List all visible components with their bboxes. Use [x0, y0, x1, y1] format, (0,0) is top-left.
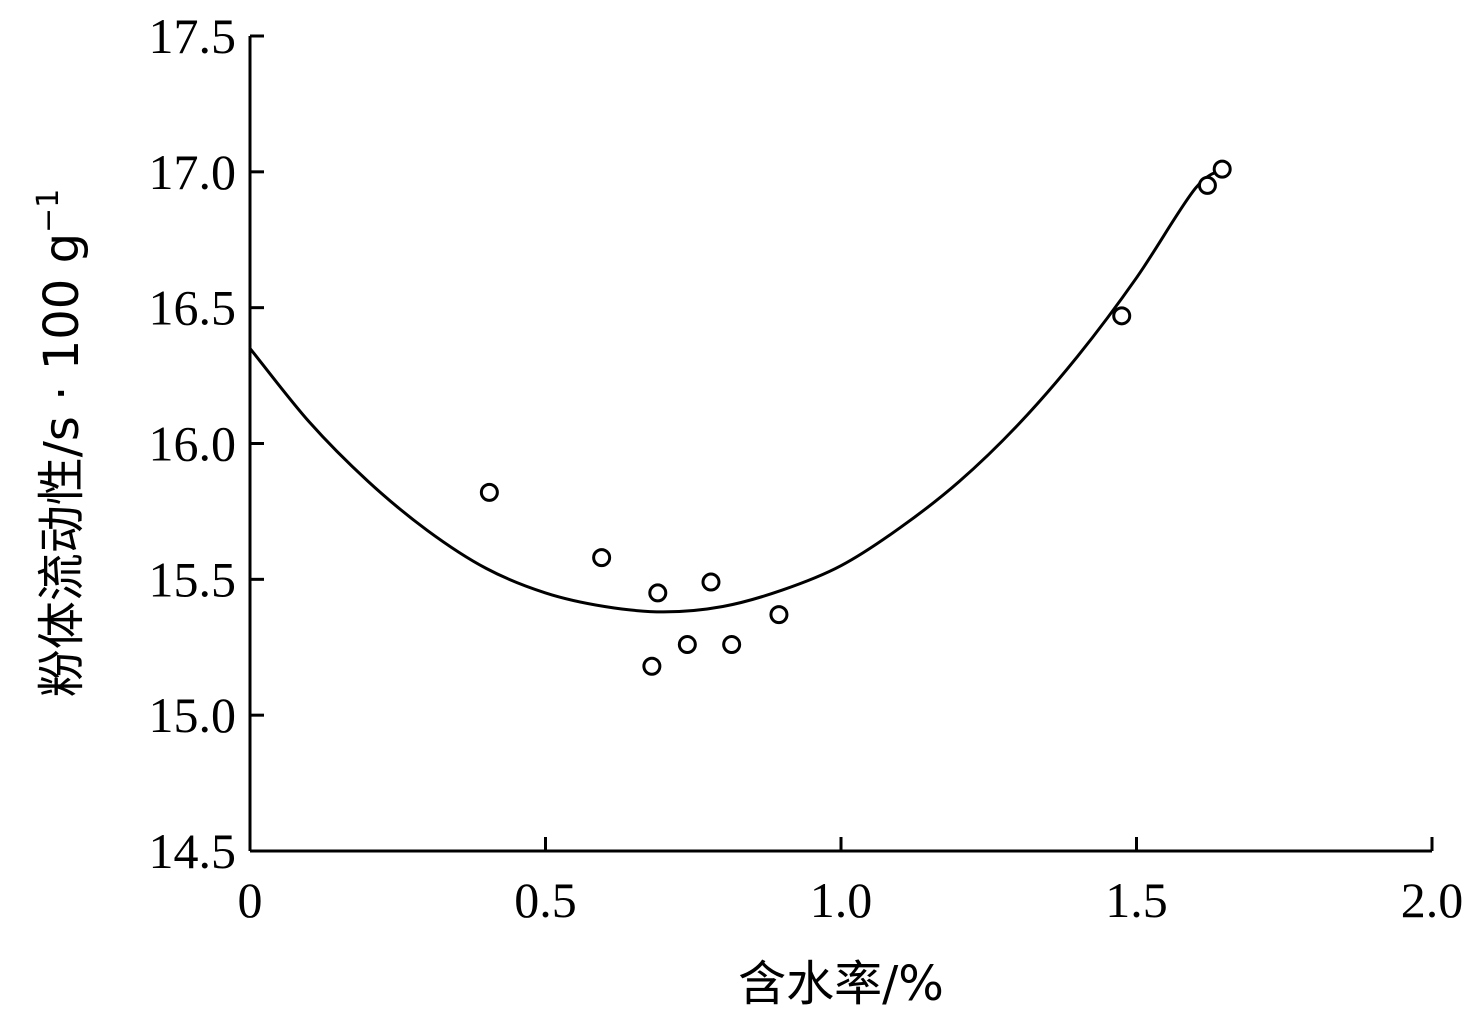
data-points — [479, 159, 1232, 676]
y-axis-title-superscript: −1 — [31, 189, 66, 233]
axes — [248, 36, 1432, 853]
x-tick-label: 0.5 — [514, 872, 577, 928]
x-tick-label: 2.0 — [1401, 872, 1464, 928]
y-axis-title: 粉体流动性/s · 100 g−1 — [31, 189, 90, 698]
data-point — [592, 548, 612, 568]
x-axis-title: 含水率/% — [738, 956, 944, 1012]
y-tick-label: 16.5 — [149, 280, 237, 336]
data-point — [479, 482, 499, 502]
data-point — [769, 605, 789, 625]
y-tick-label: 17.5 — [149, 8, 237, 64]
y-tick-label: 16.0 — [149, 416, 237, 472]
data-point — [1212, 159, 1232, 179]
data-point — [648, 583, 668, 603]
y-axis-title-main: 粉体流动性/s · 100 g — [34, 233, 90, 697]
x-ticks: 0 0.5 1.0 1.5 2.0 — [238, 837, 1464, 928]
y-tick-label: 15.0 — [149, 687, 237, 743]
x-tick-label: 1.5 — [1105, 872, 1168, 928]
data-point — [677, 635, 697, 655]
x-tick-label: 1.0 — [810, 872, 873, 928]
y-tick-label: 15.5 — [149, 551, 237, 607]
y-tick-label: 17.0 — [149, 144, 237, 200]
x-tick-label: 0 — [238, 872, 263, 928]
data-point — [1197, 175, 1217, 195]
data-point — [642, 656, 662, 676]
fit-curve — [248, 167, 1227, 614]
y-ticks: 14.5 15.0 15.5 16.0 16.5 17.0 17.5 — [149, 8, 264, 879]
y-tick-label: 14.5 — [149, 823, 237, 879]
data-point — [701, 572, 721, 592]
data-point — [1112, 306, 1132, 326]
data-point — [722, 635, 742, 655]
